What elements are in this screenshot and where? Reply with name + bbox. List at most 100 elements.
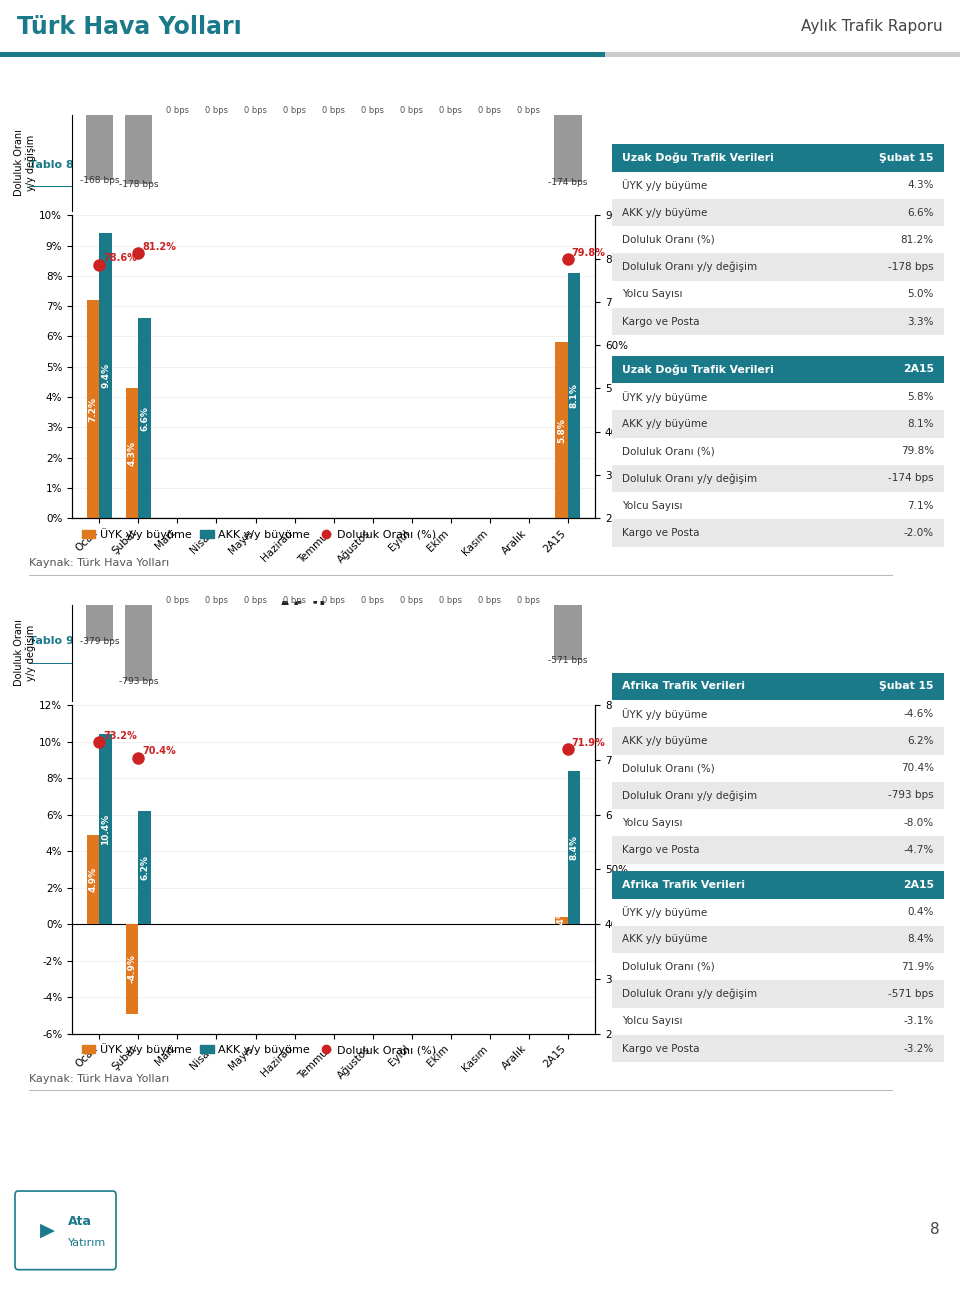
Text: -3.1%: -3.1% [903,1016,934,1026]
Bar [138,811,151,924]
Text: -571 bps: -571 bps [888,989,934,999]
Text: 81.2%: 81.2% [900,235,934,245]
Text: Doluluk Oranı y/y değişim: Doluluk Oranı y/y değişim [622,262,757,272]
Bar [612,226,944,254]
Text: 0 bps: 0 bps [205,106,228,115]
Text: Kaynak: Türk Hava Yolları: Kaynak: Türk Hava Yolları [29,558,169,568]
Bar [612,383,944,410]
Bar [554,605,582,660]
Text: -178 bps: -178 bps [888,262,934,272]
Text: 0 bps: 0 bps [323,596,345,605]
Text: 70.4%: 70.4% [900,763,934,773]
Text: Uzak Doğu: Uzak Doğu [250,124,374,144]
Text: 0 bps: 0 bps [400,596,423,605]
Bar [568,771,581,924]
Text: Şubat 15: Şubat 15 [879,682,934,691]
Text: Doluluk Oranı
y/y değişim: Doluluk Oranı y/y değişim [13,620,36,686]
Text: 6.6%: 6.6% [907,208,934,218]
Text: 0 bps: 0 bps [478,596,501,605]
Text: -793 bps: -793 bps [119,677,158,686]
Text: Afrika Trafik Verileri: Afrika Trafik Verileri [622,682,745,691]
Text: 0 bps: 0 bps [166,106,189,115]
FancyBboxPatch shape [15,1191,116,1270]
Text: 0 bps: 0 bps [361,596,384,605]
Legend: ÜYK y/y büyüme, AKK y/y büyüme, Doluluk Oranı (%): ÜYK y/y büyüme, AKK y/y büyüme, Doluluk … [78,523,441,544]
Text: Aylık Trafik Raporu: Aylık Trafik Raporu [801,19,943,35]
Bar [126,924,138,1013]
Text: ÜYK y/y büyüme: ÜYK y/y büyüme [622,179,708,191]
Text: Doluluk Oranı y/y değişim: Doluluk Oranı y/y değişim [622,473,757,483]
Bar [612,437,944,465]
Bar [125,115,152,183]
Text: -4.6%: -4.6% [903,709,934,719]
Text: Doluluk Oranı (%): Doluluk Oranı (%) [622,235,715,245]
Text: 0 bps: 0 bps [440,596,462,605]
Text: 8.4%: 8.4% [907,935,934,945]
Bar [138,318,151,518]
Text: Kargo ve Posta: Kargo ve Posta [622,528,700,538]
Text: 81.2%: 81.2% [142,242,176,253]
Text: 5.8%: 5.8% [907,392,934,402]
Text: 0.4%: 0.4% [907,907,934,918]
Text: ÜYK y/y büyüme: ÜYK y/y büyüme [622,906,708,918]
Text: Afrika Trafik Verileri: Afrika Trafik Verileri [622,880,745,889]
Text: 0 bps: 0 bps [323,106,345,115]
Text: 0 bps: 0 bps [361,106,384,115]
Text: -174 bps: -174 bps [548,178,588,187]
Text: 3.3%: 3.3% [907,317,934,326]
Bar [568,273,581,518]
Bar [99,233,111,518]
Text: 0 bps: 0 bps [244,596,267,605]
Bar [612,465,944,492]
Bar [612,199,944,226]
Text: 0 bps: 0 bps [244,106,267,115]
Text: 8.1%: 8.1% [907,419,934,429]
Text: AKK y/y büyüme: AKK y/y büyüme [622,736,708,746]
Text: 0 bps: 0 bps [205,596,228,605]
Text: 7.1%: 7.1% [907,500,934,510]
Text: Yolcu Sayısı: Yolcu Sayısı [622,817,683,828]
Bar [612,1008,944,1035]
Text: 4.9%: 4.9% [88,867,98,892]
Text: 0 bps: 0 bps [166,596,189,605]
Bar [612,171,944,199]
Text: AKK y/y büyüme: AKK y/y büyüme [622,419,708,429]
Bar [612,492,944,519]
Text: Doluluk Oranı y/y değişim: Doluluk Oranı y/y değişim [622,790,757,800]
Text: -4.7%: -4.7% [903,846,934,855]
Text: 4.3%: 4.3% [907,180,934,191]
Bar [612,754,944,782]
Bar [612,673,944,700]
Text: 0 bps: 0 bps [517,596,540,605]
Text: 2A15: 2A15 [902,880,934,889]
Bar [612,926,944,953]
Bar [612,953,944,981]
Text: Doluluk Oranı (%): Doluluk Oranı (%) [622,763,715,773]
Text: 0 bps: 0 bps [440,106,462,115]
Text: 8.1%: 8.1% [569,383,579,407]
Bar [85,115,113,179]
Text: 0 bps: 0 bps [283,106,306,115]
Text: Uzak Doğu Trafik Verileri: Uzak Doğu Trafik Verileri [622,363,774,375]
Text: Yatırım: Yatırım [68,1237,107,1248]
Bar [612,981,944,1008]
Bar [612,700,944,727]
Text: 71.9%: 71.9% [900,962,934,972]
Text: 71.9%: 71.9% [572,737,606,748]
Bar [612,809,944,837]
Text: 73.2%: 73.2% [104,731,137,741]
Bar [612,1035,944,1062]
Text: Yolcu Sayısı: Yolcu Sayısı [622,289,683,299]
Text: 8: 8 [930,1222,940,1237]
Bar [612,281,944,308]
Text: Doluluk Oranı (%): Doluluk Oranı (%) [622,446,715,456]
Text: 7.2%: 7.2% [88,397,98,422]
Text: 78.6%: 78.6% [104,254,137,263]
Bar [612,308,944,335]
Text: Şubat 15: Şubat 15 [879,153,934,162]
Text: Afrika: Afrika [276,601,348,621]
Text: 4.3%: 4.3% [128,441,136,465]
Text: 6.2%: 6.2% [907,736,934,746]
Bar [612,144,944,171]
Text: Doluluk Oranı
y/y değişim: Doluluk Oranı y/y değişim [13,130,36,196]
